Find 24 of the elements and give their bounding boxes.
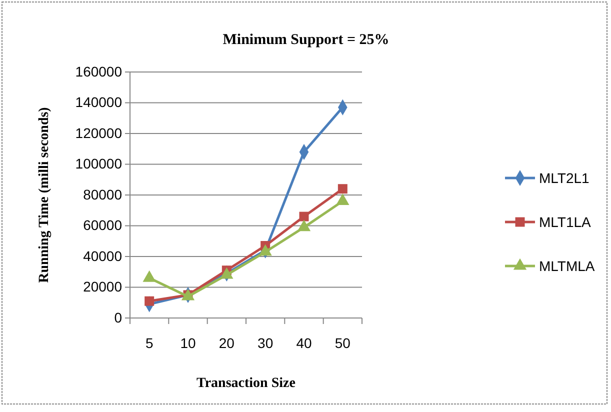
y-tick-label: 140000	[75, 94, 122, 110]
point	[299, 212, 309, 222]
y-tick-label: 40000	[83, 248, 122, 264]
y-tick-label: 160000	[75, 63, 122, 80]
y-tick-label: 80000	[83, 186, 122, 202]
x-tick-label: 40	[296, 334, 312, 351]
y-tick-label: 20000	[83, 278, 122, 295]
legend-label: MLT2L1	[539, 170, 590, 186]
x-tick-label: 30	[258, 334, 274, 351]
legend-label: MLT1LA	[539, 214, 592, 230]
y-tick-label: 60000	[83, 217, 122, 234]
point	[144, 296, 154, 306]
x-tick-label: 5	[145, 334, 154, 351]
legend-label: MLTMLA	[539, 258, 596, 274]
x-axis-title: Transaction Size	[196, 376, 296, 391]
x-tick-label: 10	[180, 334, 196, 351]
chart-title: Minimum Support = 25%	[222, 32, 390, 48]
x-tick-label: 20	[218, 334, 235, 351]
y-tick-label: 0	[114, 309, 122, 326]
y-tick-label: 120000	[75, 124, 122, 141]
point	[338, 184, 348, 194]
y-tick-label: 100000	[75, 156, 122, 172]
x-tick-label: 50	[334, 334, 351, 351]
y-axis-title: Running Time (milli seconds)	[37, 106, 52, 283]
